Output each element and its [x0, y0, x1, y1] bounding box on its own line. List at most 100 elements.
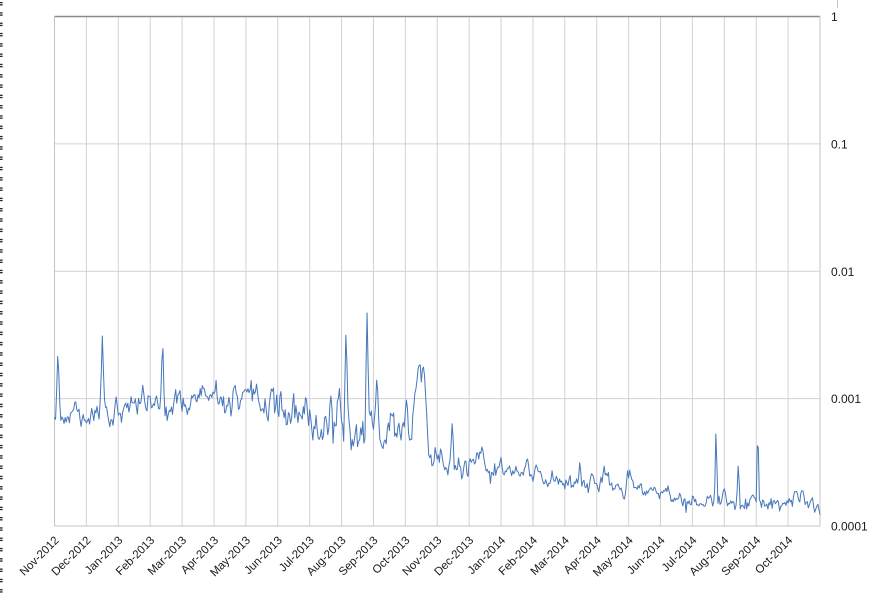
left-edge-tick-mark — [0, 578, 3, 581]
horizontal-gridlines — [54, 143, 820, 400]
left-edge-tick-mark — [0, 519, 3, 521]
left-edge-tick-mark — [0, 12, 3, 14]
y-axis-label: 1 — [831, 10, 838, 24]
left-edge-tick-mark — [0, 187, 3, 189]
left-edge-tick-mark — [0, 496, 3, 498]
left-edge-tick-mark — [0, 341, 3, 344]
left-edge-tick-mark — [0, 436, 3, 439]
left-edge-tick-mark — [0, 220, 3, 222]
left-edge-tick-mark — [0, 426, 3, 428]
left-edge-tick-mark — [0, 158, 3, 160]
left-edge-tick-mark — [0, 414, 3, 416]
left-edge-tick-mark — [0, 2, 3, 4]
y-axis-labels: 1 0.1 0.01 0.001 0.0001 — [831, 10, 868, 534]
left-edge-tick-mark — [0, 105, 3, 107]
left-edge-tick-mark — [0, 364, 3, 366]
left-edge-tick-mark — [0, 362, 3, 364]
left-edge-tick-mark — [0, 63, 3, 66]
left-edge-tick-mark — [0, 416, 3, 418]
left-edge-tick-mark — [0, 444, 3, 447]
left-edge-tick-mark — [0, 189, 3, 191]
left-edge-tick-mark — [0, 117, 3, 119]
left-edge-tick-mark — [0, 539, 3, 542]
left-edge-tick-mark — [0, 261, 3, 263]
left-edge-tick-mark — [0, 527, 3, 529]
left-edge-tick-mark — [0, 32, 3, 35]
left-edge-tick-mark — [0, 447, 3, 449]
y-axis-label: 0.01 — [831, 265, 855, 279]
left-edge-tick-mark — [0, 313, 3, 315]
left-edge-tick-mark — [0, 506, 3, 508]
left-edge-tick-mark — [0, 179, 3, 181]
left-edge-tick-mark — [0, 465, 3, 467]
left-edge-tick-mark — [0, 383, 3, 385]
left-edge-tick-mark — [0, 197, 3, 199]
price-series-line — [54, 312, 821, 515]
left-edge-tick-mark — [0, 385, 3, 387]
left-edge-tick-mark — [0, 107, 3, 109]
left-edge-tick-mark — [0, 311, 3, 313]
left-edge-tick-mark — [0, 45, 3, 47]
left-edge-tick-mark — [0, 86, 3, 88]
left-edge-tick-mark — [0, 251, 3, 253]
left-edge-tick-mark — [0, 238, 3, 241]
left-edge-tick-mark — [0, 558, 3, 560]
left-edge-tick-mark — [0, 344, 3, 346]
price-series — [54, 312, 821, 515]
left-edge-tick-mark — [0, 302, 3, 305]
left-edge-tick-mark — [0, 115, 3, 117]
left-edge-tick-mark — [0, 321, 3, 323]
left-edge-tick-mark — [0, 230, 3, 233]
left-edge-tick-mark — [0, 581, 3, 583]
left-edge-tick-mark — [0, 53, 3, 55]
left-edge-tick-mark — [0, 547, 3, 550]
left-edge-tick-mark — [0, 403, 3, 405]
left-edge-tick-mark — [0, 434, 3, 436]
left-edge-tick-mark — [0, 94, 3, 96]
left-edge-tick-mark — [0, 405, 3, 408]
left-edge-tick-mark — [0, 550, 3, 552]
left-edge-tick-mark — [0, 14, 3, 16]
left-edge-tick-mark — [0, 457, 3, 459]
y-axis-label: 0.0001 — [831, 520, 868, 534]
left-edge-tick-mark — [0, 96, 3, 99]
y-axis-label: 0.001 — [831, 392, 861, 406]
left-edge-tick-mark — [0, 259, 3, 261]
left-edge-tick-mark — [0, 74, 3, 76]
left-edge-tick-mark — [0, 148, 3, 150]
left-edge-tick-mark — [0, 241, 3, 243]
y-axis-label: 0.1 — [831, 137, 848, 151]
left-edge-tick-mark — [0, 475, 3, 478]
left-edge-tick-mark — [0, 169, 3, 171]
left-edge-tick-mark — [0, 498, 3, 500]
left-edge-tick-mark — [0, 199, 3, 202]
left-edge-tick-mark — [0, 537, 3, 539]
left-edge-tick-mark — [0, 127, 3, 130]
left-edge-tick-mark — [0, 333, 3, 336]
left-edge-tick-mark — [0, 66, 3, 68]
left-edge-tick-mark — [0, 372, 3, 375]
left-edge-tick-mark — [0, 508, 3, 511]
left-edge-tick-mark — [0, 280, 3, 282]
left-edge-tick-mark — [0, 323, 3, 325]
left-edge-tick-mark — [0, 282, 3, 284]
left-edge-tick-mark — [0, 166, 3, 169]
plot-borders — [54, 15, 821, 527]
left-edge-tick-mark — [0, 228, 3, 230]
left-edge-tick-mark — [0, 76, 3, 78]
left-edge-tick-mark — [0, 269, 3, 272]
left-edge-tick-mark — [0, 488, 3, 490]
left-edge-tick-mark — [0, 156, 3, 158]
left-edge-tick-mark — [0, 478, 3, 480]
left-edge-tick-mark — [0, 43, 3, 45]
left-edge-tick-mark — [0, 84, 3, 86]
left-edge-tick-mark — [0, 393, 3, 395]
left-edge-tick-mark — [0, 210, 3, 212]
left-edge-tick-mark — [0, 589, 3, 591]
left-edge-tick-mark — [0, 177, 3, 179]
left-edge-tick-mark — [0, 135, 3, 138]
left-edge-tick-mark — [0, 331, 3, 333]
left-edge-tick-mark — [0, 529, 3, 531]
